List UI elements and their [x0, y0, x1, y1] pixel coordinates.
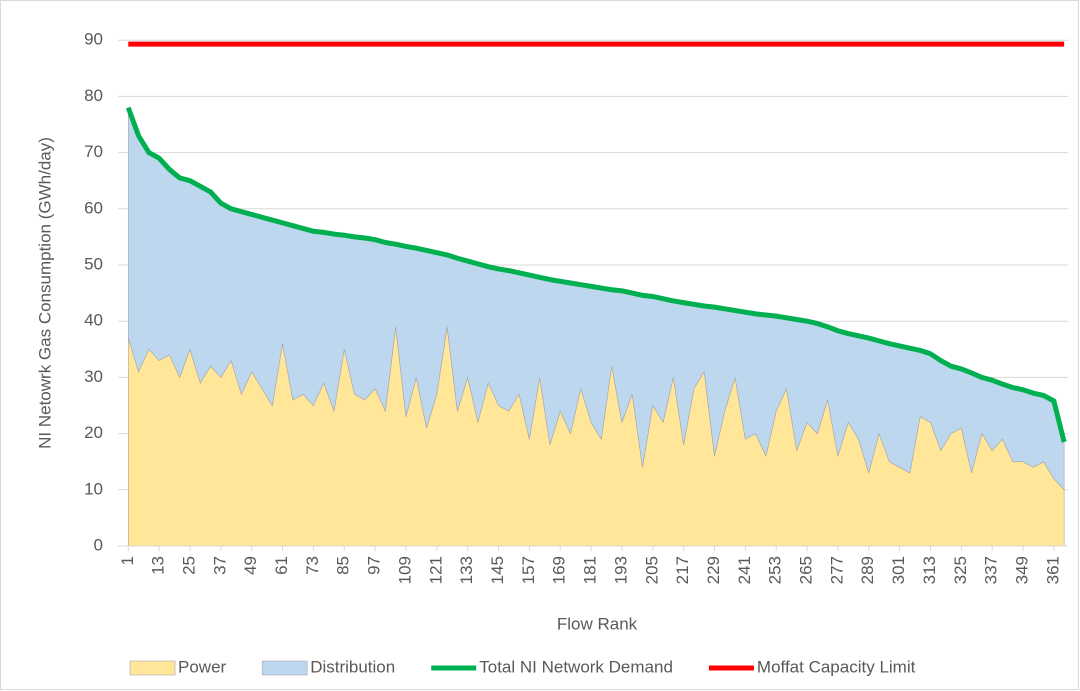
legend-label: Total NI Network Demand [479, 657, 673, 676]
x-tick-label: 61 [272, 556, 291, 575]
x-tick-label: 121 [426, 556, 445, 584]
y-tick-label: 0 [94, 535, 103, 554]
x-tick-label: 145 [488, 556, 507, 584]
y-tick-label: 40 [84, 311, 103, 330]
x-tick-label: 289 [858, 556, 877, 584]
axes: 0 10 20 30 40 50 60 70 80 90 1 13 25 37 49 61 73 85 97 109 1… [84, 30, 1068, 584]
y-tick-label: 80 [84, 86, 103, 105]
y-tick-label: 30 [84, 367, 103, 386]
x-tick-label: 361 [1043, 556, 1062, 584]
legend-swatch [129, 660, 176, 676]
x-tick-label: 1 [118, 556, 137, 565]
x-tick-label: 313 [920, 556, 939, 584]
x-tick-label: 85 [334, 556, 353, 575]
y-axis-title: NI Netowrk Gas Consumption (GWh/day) [35, 137, 54, 449]
legend-label: Moffat Capacity Limit [757, 657, 916, 676]
legend-label: Distribution [310, 657, 395, 676]
x-tick-label: 133 [457, 556, 476, 584]
x-tick-label: 157 [519, 556, 538, 584]
y-tick-label: 90 [84, 30, 103, 49]
legend-label: Power [178, 657, 227, 676]
x-tick-label: 181 [581, 556, 600, 584]
x-tick-label: 325 [951, 556, 970, 584]
x-tick-label: 277 [827, 556, 846, 584]
x-tick-label: 37 [210, 556, 229, 575]
y-tick-label: 70 [84, 142, 103, 161]
x-tick-label: 97 [365, 556, 384, 575]
x-tick-label: 265 [797, 556, 816, 584]
x-tick-label: 229 [704, 556, 723, 584]
x-tick-label: 241 [735, 556, 754, 584]
x-axis-title: Flow Rank [557, 614, 638, 633]
legend-swatch [261, 660, 308, 676]
y-tick-label: 10 [84, 479, 103, 498]
x-tick-label: 49 [241, 556, 260, 575]
line [125, 106, 1067, 443]
legend: Power Distribution Total NI Network Demand… [129, 657, 916, 676]
plot-area [125, 41, 1067, 547]
x-tick-label: 349 [1012, 556, 1031, 584]
x-tick-label: 73 [303, 556, 322, 575]
y-tick-label: 60 [84, 198, 103, 217]
x-tick-label: 25 [179, 556, 198, 575]
x-tick-label: 193 [611, 556, 630, 584]
x-tick-label: 217 [673, 556, 692, 584]
y-tick-label: 20 [84, 423, 103, 442]
x-tick-label: 337 [982, 556, 1001, 584]
x-tick-label: 253 [766, 556, 785, 584]
x-tick-label: 13 [149, 556, 168, 575]
x-tick-label: 169 [550, 556, 569, 584]
x-tick-label: 205 [642, 556, 661, 584]
y-tick-label: 50 [84, 254, 103, 273]
x-tick-label: 109 [395, 556, 414, 584]
x-tick-label: 301 [889, 556, 908, 584]
